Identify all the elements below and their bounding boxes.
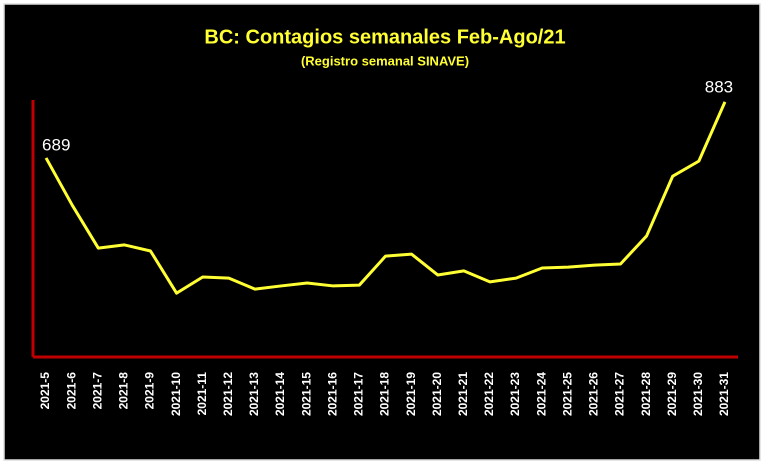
x-tick-label: 2021-20 bbox=[430, 372, 444, 416]
x-tick-label: 2021-23 bbox=[508, 372, 522, 416]
x-tick-label: 2021-29 bbox=[665, 372, 679, 416]
x-tick-label: 2021-8 bbox=[117, 372, 131, 410]
x-tick-label: 2021-21 bbox=[456, 372, 470, 416]
x-tick-label: 2021-17 bbox=[352, 372, 366, 416]
chart-background bbox=[3, 3, 761, 461]
x-tick-label: 2021-19 bbox=[404, 372, 418, 416]
x-tick-label: 2021-18 bbox=[378, 372, 392, 416]
x-tick-label: 2021-26 bbox=[587, 372, 601, 416]
x-tick-label: 2021-28 bbox=[639, 372, 653, 416]
x-tick-label: 2021-14 bbox=[273, 372, 287, 416]
x-tick-label: 2021-5 bbox=[38, 372, 52, 410]
chart-title: BC: Contagios semanales Feb-Ago/21 bbox=[204, 26, 565, 48]
x-tick-label: 2021-30 bbox=[691, 372, 705, 416]
x-tick-label: 2021-9 bbox=[143, 372, 157, 410]
x-tick-label: 2021-6 bbox=[64, 372, 78, 410]
x-tick-label: 2021-16 bbox=[325, 372, 339, 416]
x-tick-label: 2021-31 bbox=[717, 372, 731, 416]
x-tick-label: 2021-12 bbox=[221, 372, 235, 416]
x-tick-label: 2021-7 bbox=[90, 372, 104, 410]
chart-subtitle: (Registro semanal SINAVE) bbox=[301, 53, 469, 68]
x-tick-label: 2021-27 bbox=[613, 372, 627, 416]
x-tick-label: 2021-13 bbox=[247, 372, 261, 416]
x-tick-label: 2021-24 bbox=[534, 372, 548, 416]
x-tick-label: 2021-25 bbox=[560, 372, 574, 416]
data-label: 883 bbox=[705, 77, 733, 96]
line bbox=[44, 101, 727, 295]
x-tick-label: 2021-22 bbox=[482, 372, 496, 416]
data-label: 689 bbox=[42, 135, 70, 154]
x-tick-label: 2021-15 bbox=[299, 372, 313, 416]
x-tick-label: 2021-10 bbox=[169, 372, 183, 416]
x-tick-label: 2021-11 bbox=[195, 372, 209, 416]
